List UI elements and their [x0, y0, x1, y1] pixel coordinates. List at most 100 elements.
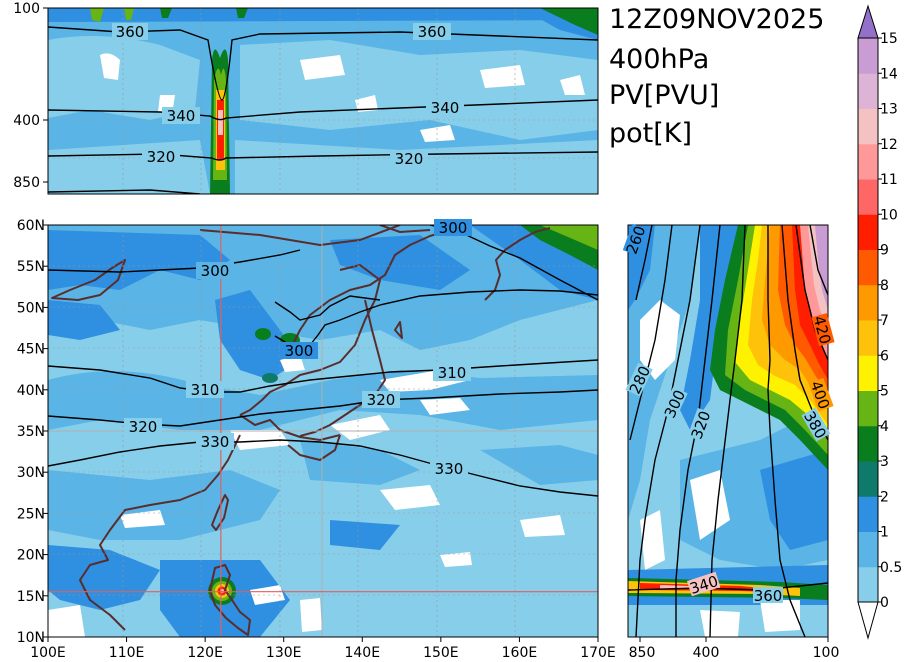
map-y-tick-label: 35N — [17, 424, 45, 440]
colorbar-swatch — [858, 108, 878, 145]
top-contour-labels: 360 360 340 340 320 320 — [112, 23, 464, 168]
colorbar-swatch — [858, 531, 878, 568]
colorbar-tick-label: 15 — [880, 31, 898, 47]
colorbar-tick-label: 5 — [880, 384, 889, 400]
colorbar-tick-label: 13 — [880, 102, 898, 118]
top-contours — [48, 26, 598, 194]
map-y-tick-label: 15N — [17, 589, 45, 605]
colorbar-swatch — [858, 73, 878, 109]
map-y-axis: 10N 15N 20N 25N 30N 35N 40N 45N 50N 55N 60N — [17, 218, 48, 646]
colorbar-tick-label: 4 — [880, 419, 889, 435]
map-typhoon-core — [208, 577, 236, 605]
map-y-tick-label: 55N — [17, 259, 45, 275]
map-contour-label: 300 — [439, 219, 468, 237]
top-pv-white-areas — [100, 53, 585, 142]
map-x-tick-label: 150E — [423, 645, 459, 661]
top-contour-label: 360 — [116, 23, 145, 41]
top-contour-label: 340 — [431, 99, 460, 117]
colorbar-swatch — [858, 249, 878, 286]
colorbar-tick-label: 0 — [880, 595, 889, 611]
map-contour-label: 310 — [191, 381, 220, 399]
map-y-tick-label: 25N — [17, 506, 45, 522]
map-y-tick-label: 40N — [17, 383, 45, 399]
map-crosshair — [48, 225, 598, 637]
top-y-tick-label: 100 — [13, 1, 40, 17]
colorbar-swatch — [858, 496, 878, 532]
map-contour-labels: 300 300 300 310 310 320 320 330 330 — [124, 219, 472, 478]
colorbar-swatch — [858, 284, 878, 321]
colorbar-swatch — [858, 179, 878, 215]
map-y-tick-label: 45N — [17, 342, 45, 358]
title-line-datetime: 12Z09NOV2025 — [609, 4, 824, 35]
colorbar-swatch — [858, 214, 878, 250]
map-y-tick-label: 50N — [17, 300, 45, 316]
map-contour-label: 330 — [201, 433, 230, 451]
colorbar-under-triangle — [857, 601, 879, 640]
map-y-tick-label: 20N — [17, 548, 45, 564]
colorbar-swatch — [858, 461, 878, 497]
colorbar-tick-label: 14 — [880, 66, 898, 82]
map-x-tick-label: 140E — [344, 645, 380, 661]
right-x-tick-label: 850 — [629, 645, 656, 661]
colorbar-tick-label: 3 — [880, 454, 889, 470]
map-y-tick-label: 60N — [17, 218, 45, 234]
map-contour-label: 320 — [367, 391, 396, 409]
map-pv-blue-areas — [48, 225, 598, 637]
colorbar-tick-label: 11 — [880, 172, 898, 188]
right-contours — [628, 225, 828, 637]
map-contour-label: 300 — [201, 262, 230, 280]
colorbar-tick-label: 10 — [880, 207, 898, 223]
colorbar-tick-label: 9 — [880, 243, 889, 259]
top-panel: 360 360 340 340 320 320 100 400 850 — [13, 1, 599, 195]
top-pv-green-areas — [90, 8, 598, 35]
map-y-tick-label: 10N — [17, 630, 45, 646]
map-contour-label: 310 — [438, 364, 467, 382]
top-panel-frame — [47, 7, 599, 195]
colorbar-swatch — [858, 355, 878, 391]
colorbar-swatch — [858, 390, 878, 427]
main-map-panel: 300 300 300 310 310 320 320 330 330 10N1… — [17, 218, 616, 661]
top-contour-label: 340 — [167, 107, 196, 125]
map-x-tick-label: 170E — [580, 645, 616, 661]
map-x-tick-label: 100E — [30, 645, 66, 661]
top-y-tick-label: 850 — [13, 175, 40, 191]
map-x-tick-label: 120E — [187, 645, 223, 661]
map-contour-label: 320 — [129, 418, 158, 436]
top-y-tick-label: 400 — [13, 113, 40, 129]
title-line-pot: pot[K] — [609, 118, 692, 149]
right-contour-label: 360 — [754, 587, 783, 605]
colorbar-swatch — [858, 38, 878, 74]
title-block: 12Z09NOV2025 400hPa PV[PVU] pot[K] — [609, 4, 824, 149]
top-y-axis: 100 400 850 — [13, 1, 48, 191]
right-x-axis: 850 400 100 — [629, 637, 840, 661]
colorbar-tick-label: 6 — [880, 348, 889, 364]
map-y-tick-label: 30N — [17, 465, 45, 481]
map-x-tick-label: 110E — [109, 645, 145, 661]
right-x-tick-label: 400 — [693, 645, 720, 661]
colorbar-swatch — [858, 143, 878, 180]
colorbar-tick-label: 7 — [880, 313, 889, 329]
right-x-tick-label: 100 — [813, 645, 840, 661]
top-contour-label: 320 — [395, 150, 424, 168]
title-line-pv: PV[PVU] — [609, 80, 719, 111]
map-pv-white-areas — [48, 355, 565, 637]
map-contour-label: 330 — [435, 460, 464, 478]
map-x-tick-label: 160E — [502, 645, 538, 661]
colorbar-tick-label: 1 — [880, 525, 889, 541]
map-x-axis: 100E 110E 120E 130E 140E 150E 160E 170E — [30, 637, 616, 661]
map-x-tick-label: 130E — [266, 645, 302, 661]
colorbar-tick-label: 0.5 — [880, 560, 902, 576]
colorbar-tick-label: 8 — [880, 278, 889, 294]
top-contour-label: 360 — [418, 23, 447, 41]
top-contour-label: 320 — [147, 148, 176, 166]
colorbar-swatch — [858, 566, 878, 603]
title-line-level: 400hPa — [609, 44, 709, 75]
map-contour-label: 300 — [285, 342, 314, 360]
colorbar-tick-label: 12 — [880, 137, 898, 153]
colorbar-swatch — [858, 320, 878, 356]
right-panel: 260 280 300 320 340 360 — [623, 223, 840, 661]
colorbar-tick-label: 2 — [880, 489, 889, 505]
